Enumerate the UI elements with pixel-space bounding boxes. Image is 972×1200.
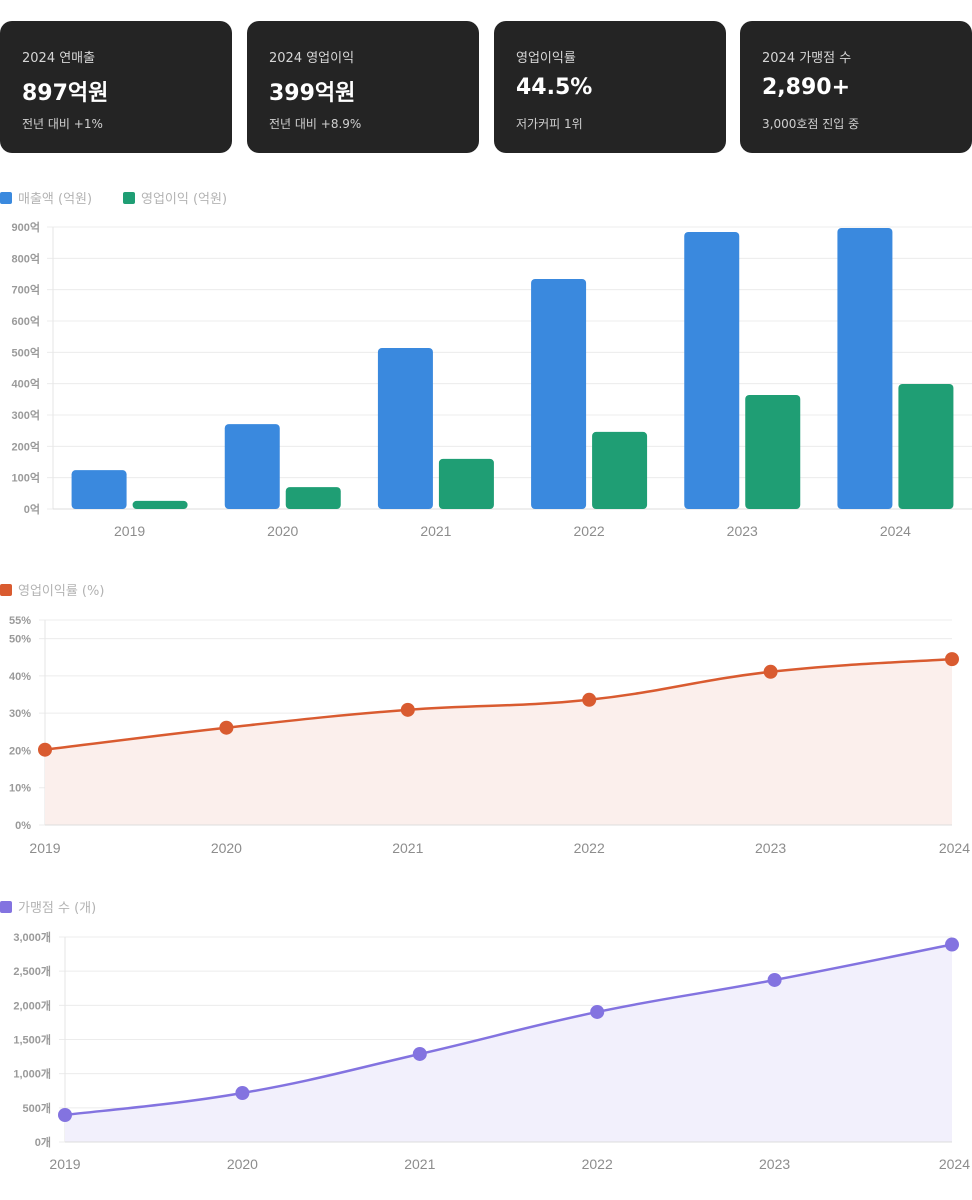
y-tick-label: 400억 — [12, 378, 40, 391]
x-tick-label: 2023 — [727, 523, 758, 539]
y-tick-label: 2,500개 — [13, 964, 51, 978]
y-tick-label: 600억 — [12, 315, 40, 328]
x-tick-label: 2020 — [267, 523, 298, 539]
data-point — [945, 937, 959, 952]
bar-revenue — [71, 470, 127, 509]
x-tick-label: 2021 — [404, 1156, 435, 1172]
legend-swatch — [0, 192, 12, 204]
y-tick-label: 40% — [9, 671, 31, 683]
kpi-label: 영업이익률 — [516, 51, 576, 66]
legend-label: 가맹점 수 (개) — [18, 901, 96, 916]
x-tick-label: 2019 — [114, 523, 145, 539]
x-tick-label: 2022 — [574, 523, 605, 539]
revenue-profit-bar-chart: 매출액 (억원) 영업이익 (억원) 0억 100억 200억 300억 400억 500억 6… — [0, 192, 972, 539]
data-point — [412, 1046, 427, 1061]
series-line — [44, 657, 953, 751]
y-tick-label: 900억 — [12, 221, 40, 234]
bar-revenue — [684, 232, 740, 509]
y-tick-label: 0개 — [35, 1135, 51, 1149]
data-point — [235, 1086, 250, 1101]
y-tick-label: 0% — [15, 820, 31, 832]
kpi-sub: 저가커피 1위 — [516, 117, 583, 131]
bar-profit — [438, 458, 494, 509]
data-point — [767, 972, 782, 987]
kpi-value: 44.5% — [516, 75, 593, 100]
kpi-label: 2024 가맹점 수 — [762, 51, 852, 66]
y-tick-label: 300억 — [12, 409, 40, 422]
kpi-card-stores: 2024 가맹점 수 2,890+ 3,000호점 진입 중 — [740, 21, 972, 153]
x-tick-label: 2020 — [227, 1156, 258, 1172]
kpi-label: 2024 연매출 — [22, 51, 96, 66]
kpi-sub: 전년 대비 +8.9% — [269, 117, 362, 131]
kpi-sub: 3,000호점 진입 중 — [762, 117, 860, 131]
y-tick-label: 50% — [9, 634, 31, 646]
bar-revenue — [224, 424, 280, 509]
data-point — [590, 1004, 605, 1019]
legend-swatch — [0, 901, 12, 913]
bar-revenue — [531, 279, 587, 509]
y-tick-label: 3,000개 — [13, 930, 51, 944]
y-tick-label: 100억 — [12, 472, 40, 485]
data-point — [219, 720, 234, 735]
bar-revenue — [837, 227, 893, 509]
x-tick-label: 2023 — [759, 1156, 790, 1172]
y-tick-label: 20% — [9, 745, 31, 757]
x-tick-label: 2022 — [582, 1156, 613, 1172]
x-tick-label: 2021 — [392, 840, 423, 856]
kpi-sub: 전년 대비 +1% — [22, 117, 103, 131]
kpi-value: 2,890+ — [762, 75, 851, 100]
kpi-card-margin: 영업이익률 44.5% 저가커피 1위 — [494, 21, 726, 153]
operating-margin-line-chart: 영업이익률 (%) 0% 10% 20% 30% 40% 50% 55% 2019 2020 202… — [0, 584, 970, 856]
data-point — [400, 702, 415, 717]
bar-revenue — [377, 347, 433, 509]
kpi-label: 2024 영업이익 — [269, 51, 355, 66]
kpi-value: 897억원 — [22, 81, 109, 106]
data-point — [945, 652, 959, 667]
legend-label: 영업이익 (억원) — [141, 192, 227, 207]
y-tick-label: 0억 — [24, 503, 40, 516]
store-count-line-chart: 가맹점 수 (개) 0개 500개 1,000개 1,500개 2,000개 2,500개 3… — [0, 901, 970, 1172]
x-tick-label: 2023 — [755, 840, 786, 856]
y-tick-label: 500억 — [12, 346, 40, 359]
series-line — [64, 943, 953, 1117]
y-tick-label: 200억 — [12, 440, 40, 453]
y-tick-label: 10% — [9, 783, 31, 795]
x-tick-label: 2020 — [211, 840, 242, 856]
legend-label: 영업이익률 (%) — [18, 584, 104, 599]
kpi-value: 399억원 — [269, 81, 356, 106]
data-point — [58, 1108, 72, 1123]
x-tick-label: 2024 — [880, 523, 911, 539]
y-tick-label: 55% — [9, 615, 31, 627]
x-tick-label: 2022 — [574, 840, 605, 856]
y-tick-label: 30% — [9, 708, 31, 720]
y-tick-label: 500개 — [23, 1101, 51, 1115]
bar-profit — [592, 431, 648, 509]
legend-swatch — [0, 584, 12, 596]
x-tick-label: 2019 — [29, 840, 60, 856]
bar-profit — [898, 383, 954, 509]
y-tick-label: 800억 — [12, 252, 40, 265]
kpi-card-operating-profit: 2024 영업이익 399억원 전년 대비 +8.9% — [247, 21, 479, 153]
legend-label: 매출액 (억원) — [18, 192, 92, 207]
data-point — [582, 692, 597, 707]
data-point — [763, 664, 778, 679]
y-tick-label: 700억 — [12, 284, 40, 297]
area-fill — [65, 944, 952, 1142]
y-tick-label: 2,000개 — [13, 998, 51, 1012]
bar-profit — [745, 394, 801, 509]
y-tick-label: 1,500개 — [13, 1033, 51, 1047]
kpi-card-revenue: 2024 연매출 897억원 전년 대비 +1% — [0, 21, 232, 153]
data-point — [38, 742, 52, 757]
x-tick-label: 2019 — [49, 1156, 80, 1172]
y-tick-label: 1,000개 — [13, 1067, 51, 1081]
x-tick-label: 2024 — [939, 1156, 970, 1172]
legend-swatch — [123, 192, 135, 204]
x-tick-label: 2024 — [939, 840, 970, 856]
bar-profit — [285, 487, 341, 509]
x-tick-label: 2021 — [420, 523, 451, 539]
bar-profit — [132, 500, 188, 509]
area-fill — [45, 659, 952, 825]
